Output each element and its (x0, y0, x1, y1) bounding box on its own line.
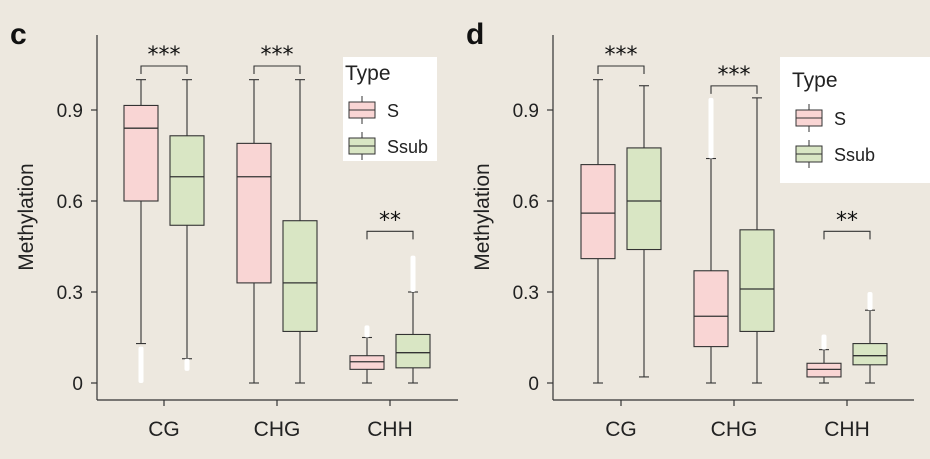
significance-bracket (710, 85, 758, 94)
significance-bracket (823, 230, 871, 240)
legend: Type S Ssub (343, 57, 437, 161)
box-iqr (806, 362, 842, 378)
box-S-CHG (693, 97, 729, 384)
x-tick-label: CHG (254, 418, 301, 441)
panel-label: d (466, 18, 484, 51)
x-tick-label: CG (605, 418, 637, 441)
significance-CG: *** (140, 43, 188, 74)
significance-label: *** (261, 43, 294, 68)
legend-title: Type (792, 69, 838, 92)
box-iqr (349, 355, 385, 370)
significance-bracket (597, 65, 645, 74)
significance-label: *** (148, 43, 181, 68)
box-Ssub-CHG (282, 79, 318, 384)
legend-label: Ssub (387, 137, 428, 157)
x-tick-label: CG (148, 418, 180, 441)
significance-label: ** (379, 208, 401, 233)
legend-label: S (834, 109, 846, 129)
significance-label: *** (605, 43, 638, 68)
box-Ssub-CHH (395, 255, 431, 384)
box-iqr (236, 142, 272, 284)
box-Ssub-CHH (852, 292, 888, 384)
outlier-points (821, 334, 827, 350)
y-tick-label: 0.3 (57, 283, 83, 304)
significance-bracket (140, 65, 188, 74)
x-tick-label: CHH (824, 418, 870, 441)
y-tick-label: 0 (72, 374, 83, 395)
box-iqr (282, 220, 318, 332)
outlier-points (410, 255, 416, 292)
legend-label: S (387, 101, 399, 121)
box-S-CG (123, 79, 159, 383)
y-tick-label: 0.3 (513, 283, 539, 304)
box-iqr (169, 135, 205, 226)
box-iqr (123, 104, 159, 202)
legend-title: Type (345, 62, 391, 85)
legend: Type S Ssub (780, 57, 930, 183)
significance-label: *** (718, 63, 751, 88)
legend-key-S: S (795, 104, 846, 132)
y-tick-label: 0 (528, 374, 539, 395)
box-iqr (739, 229, 775, 332)
significance-bracket (253, 65, 301, 74)
box-iqr (693, 270, 729, 348)
outlier-points (867, 292, 873, 311)
legend-key-S: S (348, 96, 399, 124)
x-tick-label: CHH (367, 418, 413, 441)
y-tick-label: 0.6 (513, 192, 539, 213)
y-axis-label: Methylation (15, 163, 38, 270)
box-S-CHH (349, 325, 385, 384)
box-S-CG (580, 79, 616, 384)
legend-label: Ssub (834, 145, 875, 165)
box-iqr (395, 333, 431, 369)
panel-label: c (10, 18, 27, 51)
outlier-points (708, 97, 714, 159)
outlier-points (364, 325, 370, 338)
box-Ssub-CG (169, 79, 205, 371)
box-iqr (626, 147, 662, 251)
outlier-points (184, 358, 190, 371)
box-S-CHH (806, 334, 842, 384)
box-S-CHG (236, 79, 272, 384)
significance-CHG: *** (253, 43, 301, 74)
significance-CHH: ** (823, 208, 871, 240)
box-Ssub-CG (626, 85, 662, 378)
y-tick-label: 0.9 (57, 101, 83, 122)
outlier-points (138, 346, 144, 383)
legend-key-Ssub: Ssub (348, 132, 428, 160)
box-Ssub-CHG (739, 97, 775, 384)
y-tick-label: 0.9 (513, 101, 539, 122)
significance-CHG: *** (710, 63, 758, 94)
significance-CHH: ** (366, 208, 414, 240)
significance-bracket (366, 230, 414, 240)
x-tick-label: CHG (711, 418, 758, 441)
y-tick-label: 0.6 (57, 192, 83, 213)
significance-CG: *** (597, 43, 645, 74)
box-iqr (580, 164, 616, 260)
y-axis-label: Methylation (471, 163, 494, 270)
legend-key-Ssub: Ssub (795, 140, 875, 168)
significance-label: ** (836, 208, 858, 233)
box-iqr (852, 343, 888, 366)
